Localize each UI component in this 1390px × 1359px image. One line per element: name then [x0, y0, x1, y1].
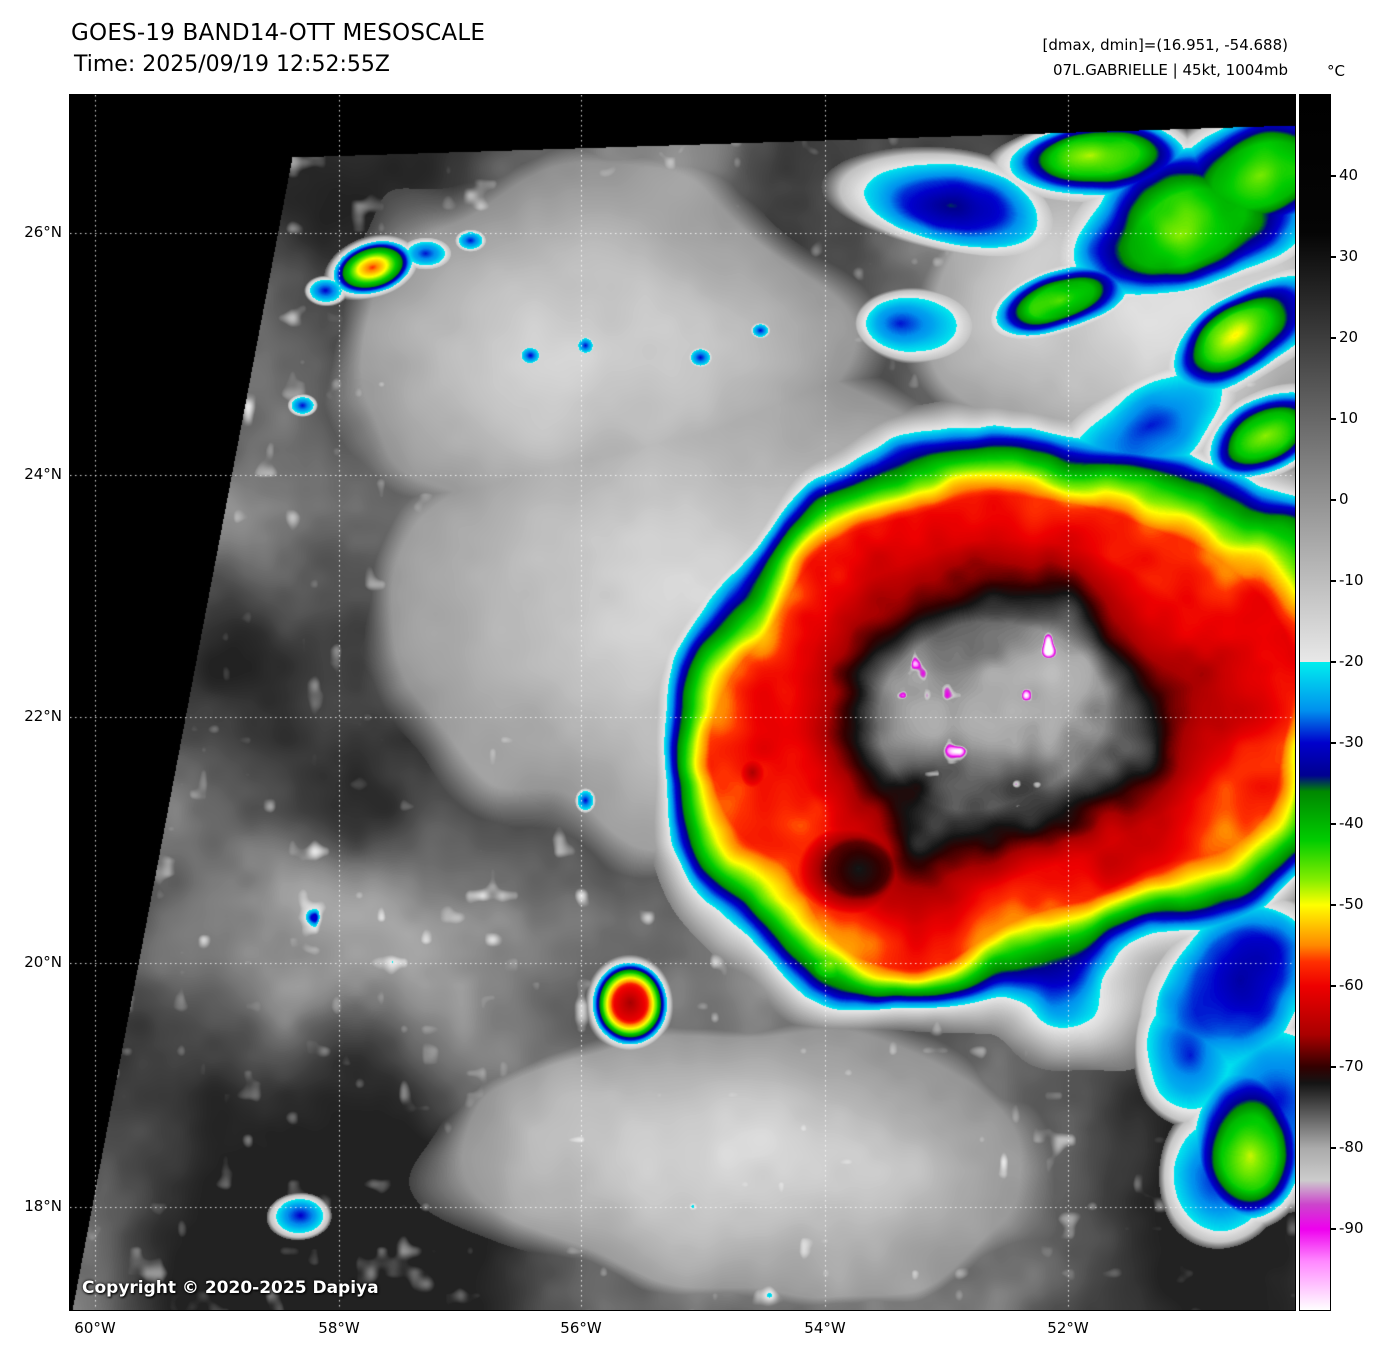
- colorbar-tick-label: -30: [1339, 733, 1364, 751]
- satellite-map: Copyright © 2020-2025 Dapiya: [69, 94, 1296, 1311]
- lat-label: 26°N: [24, 223, 62, 241]
- copyright-watermark: Copyright © 2020-2025 Dapiya: [82, 1278, 379, 1298]
- lat-label: 18°N: [24, 1197, 62, 1215]
- lat-label: 22°N: [24, 707, 62, 725]
- lon-label: 54°W: [804, 1319, 846, 1337]
- lon-label: 60°W: [74, 1319, 116, 1337]
- colorbar-tick-label: 40: [1339, 166, 1359, 184]
- lat-label: 20°N: [24, 953, 62, 971]
- colorbar: [1299, 94, 1331, 1311]
- lon-label: 52°W: [1047, 1319, 1089, 1337]
- colorbar-tick: [1331, 499, 1336, 501]
- colorbar-tick: [1331, 337, 1336, 339]
- colorbar-tick-label: 30: [1339, 247, 1359, 265]
- colorbar-tick-label: 0: [1339, 490, 1349, 508]
- header-right: [dmax, dmin]=(16.951, -54.688) 07L.GABRI…: [1043, 33, 1288, 83]
- colorbar-tick: [1331, 256, 1336, 258]
- colorbar-tick-label: -90: [1339, 1219, 1364, 1237]
- colorbar-tick-label: -20: [1339, 652, 1364, 670]
- dmax-dmin-readout: [dmax, dmin]=(16.951, -54.688): [1042, 36, 1288, 54]
- colorbar-tick: [1331, 1066, 1336, 1068]
- colorbar-tick: [1331, 1147, 1336, 1149]
- colorbar-tick-label: -50: [1339, 895, 1364, 913]
- colorbar-tick: [1331, 580, 1336, 582]
- storm-info: 07L.GABRIELLE | 45kt, 1004mb: [1053, 61, 1288, 79]
- colorbar-tick: [1331, 661, 1336, 663]
- lat-label: 24°N: [24, 465, 62, 483]
- lon-label: 56°W: [560, 1319, 602, 1337]
- timestamp: Time: 2025/09/19 12:52:55Z: [74, 52, 390, 77]
- colorbar-unit-label: °C: [1327, 62, 1345, 80]
- page-title: GOES-19 BAND14-OTT MESOSCALE: [71, 20, 486, 46]
- colorbar-tick: [1331, 175, 1336, 177]
- colorbar-tick-label: 20: [1339, 328, 1359, 346]
- colorbar-tick: [1331, 904, 1336, 906]
- colorbar-tick: [1331, 1228, 1336, 1230]
- satellite-imagery-canvas: [70, 95, 1295, 1310]
- colorbar-tick: [1331, 823, 1336, 825]
- colorbar-tick-label: 10: [1339, 409, 1359, 427]
- colorbar-tick-label: -80: [1339, 1138, 1364, 1156]
- colorbar-tick-label: -70: [1339, 1057, 1364, 1075]
- colorbar-tick: [1331, 742, 1336, 744]
- colorbar-tick: [1331, 985, 1336, 987]
- colorbar-tick-label: -10: [1339, 571, 1364, 589]
- colorbar-tick: [1331, 418, 1336, 420]
- colorbar-tick-label: -40: [1339, 814, 1364, 832]
- lon-label: 58°W: [318, 1319, 360, 1337]
- colorbar-tick-label: -60: [1339, 976, 1364, 994]
